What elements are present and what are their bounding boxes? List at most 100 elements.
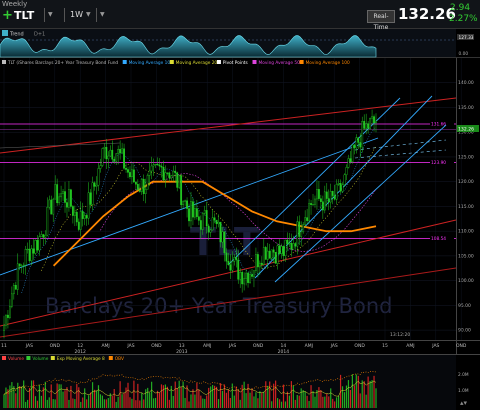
volume-bar [282,384,285,408]
price-tick-label: 110.00 [458,229,474,235]
candle-body [146,175,149,190]
volume-bar [147,387,149,408]
volume-bar [3,394,5,408]
candle-body [213,217,216,221]
timeframe-label: Weekly [2,0,28,8]
candle-body [353,144,356,149]
candle-body [83,215,86,219]
candle-body [359,142,362,148]
candle-body [255,254,257,271]
candle-body [237,259,240,280]
candle-body [327,198,330,203]
candle-body [46,206,49,236]
legend-item-label: TLT (iShares Barclays 20+ Year Treasury … [7,60,118,66]
volume-bar [60,384,62,408]
volume-bar [48,397,50,408]
volume-bar [206,395,208,408]
volume-bar [97,385,100,408]
symbol-dropdown-icon[interactable]: ▼ [48,11,53,18]
candle-body [58,196,61,204]
volume-bar [40,395,42,408]
candle-body [341,184,344,192]
time-tick-label: JAS [25,343,33,349]
volume-bar [221,390,224,408]
add-symbol-icon[interactable]: + [2,8,13,23]
volume-bar [215,386,218,408]
candle-body [347,158,350,168]
volume-bar [95,390,98,408]
candle-body [148,170,151,176]
candle-body [79,211,82,230]
volume-bar [280,401,283,408]
volume-bar [145,389,147,408]
volume-bar [326,393,328,408]
trend-oscillator-area [0,35,377,58]
legend-swatch [2,60,6,64]
price-tick-label: 90.00 [458,328,471,334]
candle-body [103,146,106,149]
volume-bar [320,390,322,408]
volume-bars [3,374,377,408]
volume-bar [200,395,202,408]
toolbar-divider [44,8,45,22]
candle-body [199,220,202,230]
candle-body [223,231,226,254]
symbol-field[interactable]: TLT [14,9,35,22]
price-tick-label: 120.00 [458,179,474,185]
volume-legend-swatch [2,356,6,360]
volume-bar [367,376,369,408]
volume-bar [105,399,107,408]
volume-bar [54,399,56,408]
volume-bar [32,380,35,408]
candle-body [24,249,27,266]
volume-bar [152,398,155,408]
volume-bar [38,384,41,408]
volume-bar [115,401,117,408]
candle-body [36,240,39,251]
candle-body [70,189,72,207]
candle-body [192,201,194,218]
time-tick-year: 2014 [278,349,290,355]
interval-dropdown-icon[interactable]: ▼ [86,11,91,18]
panel-controls-icon[interactable]: ▴▾ [460,399,468,407]
volume-bar [64,390,66,408]
red-trend-lines[interactable] [0,97,457,338]
chart-canvas[interactable]: Trend D+1 127.33 0.00 TLT Barclays 20+ Y… [0,28,480,410]
volume-bar [265,381,267,408]
volume-bar [276,398,279,408]
volume-bar [52,399,54,408]
horizontal-levels[interactable]: 131.66 123.90 108.54 [0,120,456,242]
candle-body [351,144,354,163]
volume-bar [158,392,161,408]
volume-bar [91,382,94,408]
volume-bar [341,386,344,408]
volume-bar [300,388,302,408]
volume-bar [19,386,21,408]
realtime-badge[interactable]: Real-Time [367,10,395,31]
level-label: 131.66 [431,121,446,127]
volume-bar [180,387,182,408]
volume-bar [68,399,70,408]
time-tick-label: OND [151,343,162,349]
candle-body [123,148,125,169]
candle-body [111,149,114,160]
volume-bar [310,385,312,408]
price-candles[interactable] [3,109,377,339]
price-tick-label: 140.00 [458,80,474,86]
interval-selector[interactable]: 1W [70,10,83,19]
volume-bar [117,396,119,408]
candle-body [280,246,283,254]
candle-body [12,285,15,295]
volume-bar [72,398,74,408]
time-axis-bg [0,340,456,354]
volume-bar [306,395,308,408]
chart-options-icon[interactable]: ▼ [100,11,105,18]
candle-body [93,182,96,187]
volume-bar [70,385,72,408]
candle-body [133,169,135,183]
volume-bar [261,392,263,408]
volume-bar [253,396,255,408]
volume-bar [135,400,137,408]
candle-body [371,116,373,119]
candle-body [3,325,5,331]
